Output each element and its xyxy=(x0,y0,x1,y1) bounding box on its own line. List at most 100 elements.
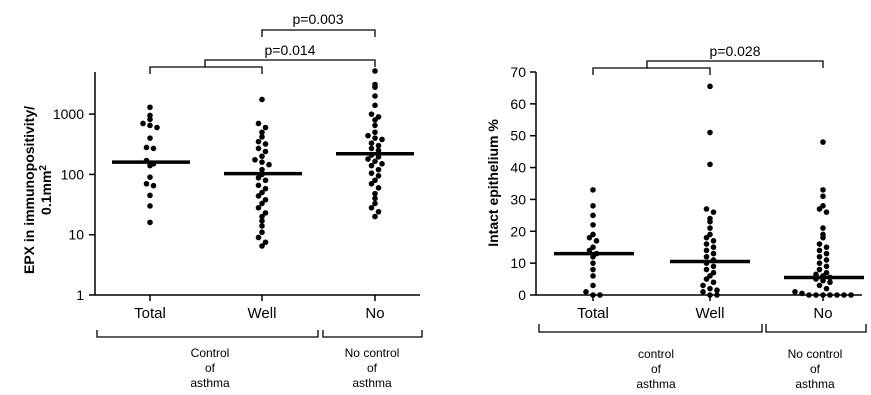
data-point xyxy=(140,120,146,127)
y-axis-ticks: 0 10 20 30 40 50 60 70 xyxy=(510,64,536,303)
data-point xyxy=(590,187,596,193)
data-point xyxy=(820,139,826,145)
significance-brackets: p=0.028 xyxy=(592,43,824,75)
data-point xyxy=(816,282,823,289)
bracket-control-no xyxy=(204,59,376,67)
data-point xyxy=(259,159,265,165)
data-point xyxy=(813,271,819,278)
bracket-total-well xyxy=(149,66,263,74)
y-tick-label: 100 xyxy=(61,166,85,182)
data-point xyxy=(266,161,272,168)
y-axis-title: EPX in immunopositivity/ 0.1mm2 xyxy=(21,106,54,274)
data-point xyxy=(583,289,589,295)
data-point xyxy=(823,257,830,263)
data-point xyxy=(816,266,823,273)
y-tick-label: 20 xyxy=(510,223,526,239)
data-point xyxy=(792,289,798,295)
p-value-label: p=0.014 xyxy=(265,42,316,58)
bracket-well-no xyxy=(261,29,376,37)
x-axis-ticks: Total Well No xyxy=(577,295,833,322)
data-point xyxy=(707,285,713,292)
group-bracket-control xyxy=(96,330,319,338)
data-point xyxy=(259,229,265,236)
group-label-no-control-line2: of xyxy=(367,361,378,375)
data-point xyxy=(259,189,265,196)
data-point xyxy=(816,241,823,247)
bracket-total-well xyxy=(592,67,711,75)
data-point xyxy=(372,177,378,184)
data-point xyxy=(590,292,596,298)
data-point xyxy=(714,287,720,294)
data-point xyxy=(147,162,153,169)
data-point xyxy=(372,129,378,136)
data-point xyxy=(259,200,265,207)
data-point xyxy=(586,234,593,241)
data-point xyxy=(703,234,710,241)
data-point xyxy=(143,180,150,187)
data-point xyxy=(375,172,382,179)
data-point xyxy=(368,111,375,117)
group-bracket-control xyxy=(538,324,763,333)
data-point xyxy=(365,156,371,162)
x-tick-label-total: Total xyxy=(134,305,166,322)
data-point xyxy=(700,282,706,289)
group-label-no-control-line3: asthma xyxy=(795,377,835,391)
data-point xyxy=(827,279,833,286)
data-point xyxy=(147,112,153,119)
data-point xyxy=(368,145,375,152)
data-point xyxy=(255,120,262,127)
data-point xyxy=(820,292,826,298)
group-label-control-line3: asthma xyxy=(636,377,676,391)
y-axis-title-line2: 0.1mm2 xyxy=(38,165,54,215)
data-point xyxy=(255,182,262,189)
data-point xyxy=(372,190,378,197)
data-point xyxy=(823,263,830,270)
data-point xyxy=(255,234,262,241)
data-point xyxy=(379,161,385,167)
data-point xyxy=(259,166,265,173)
data-point xyxy=(372,93,378,99)
data-point xyxy=(710,263,717,270)
data-point xyxy=(259,153,265,160)
data-point xyxy=(590,273,596,279)
data-point xyxy=(816,253,823,260)
data-point xyxy=(372,122,378,129)
data-point xyxy=(368,140,375,146)
data-point xyxy=(820,187,826,193)
data-point xyxy=(147,192,153,199)
data-point xyxy=(379,136,385,143)
data-points xyxy=(583,83,854,298)
group-label-control-line1: Control xyxy=(191,346,230,360)
data-point xyxy=(259,223,265,229)
data-point xyxy=(262,239,269,246)
group-label-no-control-line3: asthma xyxy=(352,376,392,390)
group-brackets: control of asthma No control of asthma xyxy=(538,324,867,391)
y-tick-label: 1 xyxy=(76,287,84,303)
data-point xyxy=(372,135,378,141)
epx-panel: EPX in immunopositivity/ 0.1mm2 1 10 100… xyxy=(21,11,423,390)
y-tick-label: 40 xyxy=(510,160,526,176)
data-point xyxy=(813,292,819,298)
data-point xyxy=(848,292,854,298)
data-point xyxy=(707,129,713,136)
data-point xyxy=(590,260,596,266)
x-axis-ticks: Total Well No xyxy=(134,295,385,322)
data-point xyxy=(368,162,375,169)
bracket-control-no xyxy=(646,60,824,68)
group-bracket-no-control xyxy=(322,330,423,338)
data-point xyxy=(823,285,830,292)
data-point xyxy=(823,250,830,257)
x-tick-label-total: Total xyxy=(577,305,609,322)
data-point xyxy=(820,277,826,284)
data-point xyxy=(147,104,153,111)
data-point xyxy=(147,116,153,123)
y-tick-label: 10 xyxy=(68,227,84,243)
data-point xyxy=(707,161,713,168)
data-point xyxy=(262,177,269,184)
data-point xyxy=(147,219,153,226)
data-points xyxy=(140,68,385,249)
data-point xyxy=(150,182,157,189)
data-point xyxy=(710,279,717,286)
data-point xyxy=(590,266,596,273)
data-point xyxy=(375,154,382,160)
